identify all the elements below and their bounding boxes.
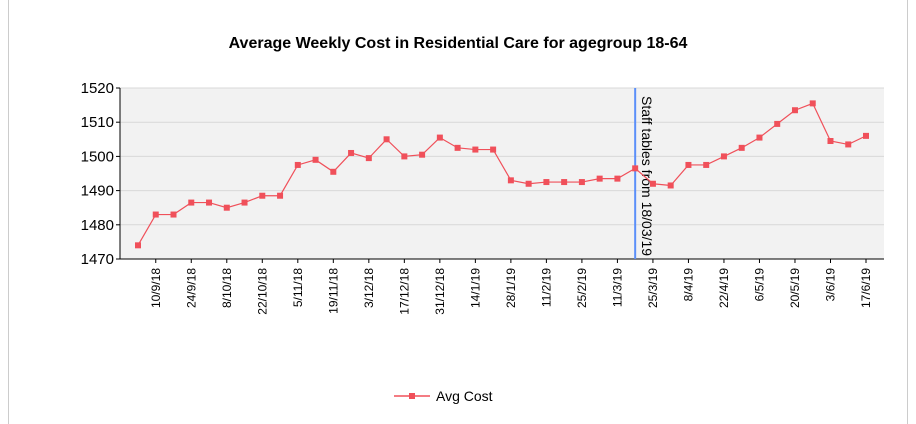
point xyxy=(259,192,266,199)
point xyxy=(241,199,248,206)
point xyxy=(756,134,763,141)
point xyxy=(294,161,301,168)
y-tick-label: 1510 xyxy=(81,114,114,131)
point xyxy=(170,211,177,218)
x-tick-label: 11/3/19 xyxy=(610,268,624,307)
point xyxy=(632,165,639,172)
chart-title: Average Weekly Cost in Residential Care … xyxy=(229,35,688,52)
x-tick-label: 3/6/19 xyxy=(823,268,837,302)
y-tick-label: 1500 xyxy=(81,148,114,165)
x-tick-label: 5/11/18 xyxy=(291,268,305,307)
point xyxy=(223,204,230,211)
legend-label: Avg Cost xyxy=(436,388,493,404)
point xyxy=(312,156,319,163)
x-tick-label: 22/4/19 xyxy=(717,268,731,308)
y-tick-label: 1470 xyxy=(81,251,114,268)
point xyxy=(348,149,355,156)
point xyxy=(365,155,372,162)
x-tick-label: 20/5/19 xyxy=(788,268,802,308)
x-tick-label: 17/6/19 xyxy=(859,268,873,308)
point xyxy=(401,153,408,160)
point xyxy=(135,242,141,249)
point xyxy=(774,120,781,127)
point xyxy=(791,107,798,114)
point xyxy=(436,134,443,141)
point xyxy=(578,179,585,186)
point xyxy=(809,100,816,107)
point xyxy=(827,138,834,145)
point xyxy=(490,146,497,153)
x-tick-label: 19/11/18 xyxy=(326,268,340,314)
x-tick-label: 22/10/18 xyxy=(255,268,269,315)
x-tick-label: 3/12/18 xyxy=(362,268,376,308)
point xyxy=(738,144,745,151)
point xyxy=(614,175,621,182)
point xyxy=(845,141,852,148)
x-tick-label: 11/2/19 xyxy=(539,268,553,307)
point xyxy=(419,151,426,158)
x-tick-label: 25/3/19 xyxy=(646,268,660,308)
x-tick-label: 25/2/19 xyxy=(575,268,589,308)
point xyxy=(863,132,869,139)
point xyxy=(454,144,461,151)
x-tick-label: 10/9/18 xyxy=(149,268,163,308)
point xyxy=(507,177,514,184)
x-tick-label: 6/5/19 xyxy=(752,268,766,302)
x-tick-label: 8/10/18 xyxy=(220,268,234,308)
point xyxy=(561,179,568,186)
point xyxy=(720,153,727,160)
point xyxy=(543,179,550,186)
point xyxy=(383,136,390,143)
annotation-text: Staff tables from 18/03/19 xyxy=(639,96,655,256)
point xyxy=(206,199,213,206)
y-tick-label: 1480 xyxy=(81,217,114,234)
point xyxy=(667,182,674,189)
x-tick-label: 17/12/18 xyxy=(397,268,411,315)
x-tick-label: 28/1/19 xyxy=(504,268,518,308)
point xyxy=(277,192,284,199)
plot-area xyxy=(120,88,884,259)
point xyxy=(685,161,692,168)
x-tick-label: 8/4/19 xyxy=(681,268,695,302)
point xyxy=(330,168,337,175)
x-tick-label: 24/9/18 xyxy=(184,268,198,308)
point xyxy=(649,180,656,187)
legend-marker xyxy=(409,393,415,399)
point xyxy=(703,161,710,168)
x-tick-label: 14/1/19 xyxy=(468,268,482,308)
x-tick-label: 31/12/18 xyxy=(433,268,447,315)
y-tick-label: 1490 xyxy=(81,183,114,200)
point xyxy=(472,146,479,153)
point xyxy=(596,175,603,182)
point xyxy=(188,199,195,206)
point xyxy=(152,211,159,218)
y-tick-label: 1520 xyxy=(81,80,114,97)
point xyxy=(525,180,532,187)
